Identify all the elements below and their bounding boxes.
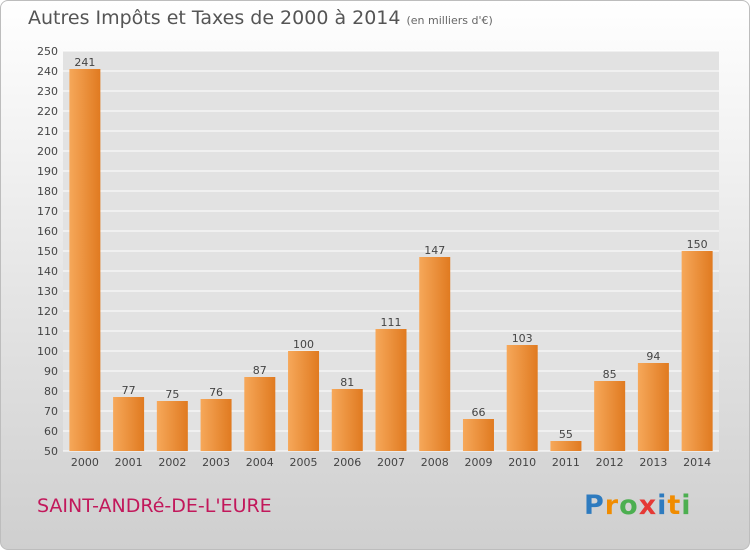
- x-tick-label: 2010: [508, 456, 536, 469]
- bar-chart: 241 77 75 76 87 100 81 111 147 66 103 55 85 94 150 50 6…: [37, 45, 719, 469]
- y-tick-label: 250: [37, 45, 58, 58]
- data-label: 241: [74, 56, 95, 69]
- data-label: 100: [293, 338, 314, 351]
- x-tick-label: 2003: [202, 456, 230, 469]
- y-tick-label: 80: [44, 385, 58, 398]
- chart-title-text: Autres Impôts et Taxes de 2000 à 2014: [28, 7, 401, 29]
- x-tick-label: 2009: [464, 456, 492, 469]
- data-label: 111: [381, 316, 402, 329]
- data-label: 147: [424, 244, 445, 257]
- y-tick-label: 60: [44, 425, 58, 438]
- x-axis-ticks: 2000 2001 2002 2003 2004 2005 2006 2007 2008 2009…: [71, 456, 711, 469]
- y-tick-label: 180: [37, 185, 58, 198]
- bar: [681, 251, 713, 451]
- logo-letter: i: [681, 490, 692, 521]
- data-labels: 241 77 75 76 87 100 81 111 147 66 103 55 85 94 150: [74, 56, 707, 441]
- y-axis-ticks: 50 60 70 80 90 100 110 120 130 140 150 160 170 180 190…: [37, 45, 58, 458]
- y-tick-label: 230: [37, 85, 58, 98]
- chart-subtitle: (en milliers d'€): [406, 14, 493, 27]
- y-tick-label: 150: [37, 245, 58, 258]
- y-tick-label: 240: [37, 65, 58, 78]
- data-label: 81: [340, 376, 354, 389]
- x-tick-label: 2011: [552, 456, 580, 469]
- x-tick-label: 2005: [290, 456, 318, 469]
- bar: [69, 69, 101, 451]
- y-tick-label: 210: [37, 125, 58, 138]
- x-tick-label: 2002: [158, 456, 186, 469]
- data-label: 94: [646, 350, 660, 363]
- y-tick-label: 50: [44, 445, 58, 458]
- y-tick-label: 160: [37, 225, 58, 238]
- y-tick-label: 190: [37, 165, 58, 178]
- bar: [288, 351, 320, 451]
- y-tick-label: 170: [37, 205, 58, 218]
- y-tick-label: 200: [37, 145, 58, 158]
- logo-letter: i: [657, 490, 668, 521]
- bars: [69, 69, 713, 451]
- x-tick-label: 2006: [333, 456, 361, 469]
- bar: [244, 377, 276, 451]
- bar: [113, 397, 145, 451]
- data-label: 77: [122, 384, 136, 397]
- bar: [550, 441, 582, 451]
- y-tick-label: 100: [37, 345, 58, 358]
- data-label: 103: [512, 332, 533, 345]
- y-tick-label: 140: [37, 265, 58, 278]
- logo-letter: P: [584, 490, 605, 521]
- bar: [637, 363, 669, 451]
- x-tick-label: 2012: [596, 456, 624, 469]
- bar: [506, 345, 538, 451]
- data-label: 150: [687, 238, 708, 251]
- logo-letter: x: [638, 490, 658, 521]
- data-label: 85: [603, 368, 617, 381]
- bar: [594, 381, 626, 451]
- x-tick-label: 2000: [71, 456, 99, 469]
- data-label: 75: [165, 388, 179, 401]
- x-tick-label: 2001: [115, 456, 143, 469]
- chart-title: Autres Impôts et Taxes de 2000 à 2014 (en…: [28, 7, 493, 29]
- commune-name: SAINT-ANDRé-DE-L'EURE: [37, 495, 272, 517]
- bar: [419, 257, 451, 451]
- y-tick-label: 90: [44, 365, 58, 378]
- y-tick-label: 130: [37, 285, 58, 298]
- x-tick-label: 2008: [421, 456, 449, 469]
- bar: [200, 399, 232, 451]
- bar: [462, 419, 494, 451]
- bar: [156, 401, 188, 451]
- data-label: 66: [471, 406, 485, 419]
- x-tick-label: 2004: [246, 456, 274, 469]
- data-label: 76: [209, 386, 223, 399]
- bar: [331, 389, 363, 451]
- logo-letter: r: [604, 490, 620, 521]
- logo-letter: o: [619, 490, 639, 521]
- data-label: 55: [559, 428, 573, 441]
- y-tick-label: 70: [44, 405, 58, 418]
- x-tick-label: 2014: [683, 456, 711, 469]
- bar: [375, 329, 407, 451]
- proxiti-logo[interactable]: Proxiti: [584, 490, 692, 521]
- y-tick-label: 120: [37, 305, 58, 318]
- data-label: 87: [253, 364, 267, 377]
- y-tick-label: 110: [37, 325, 58, 338]
- x-tick-label: 2007: [377, 456, 405, 469]
- x-tick-label: 2013: [639, 456, 667, 469]
- logo-letter: t: [667, 490, 682, 521]
- y-tick-label: 220: [37, 105, 58, 118]
